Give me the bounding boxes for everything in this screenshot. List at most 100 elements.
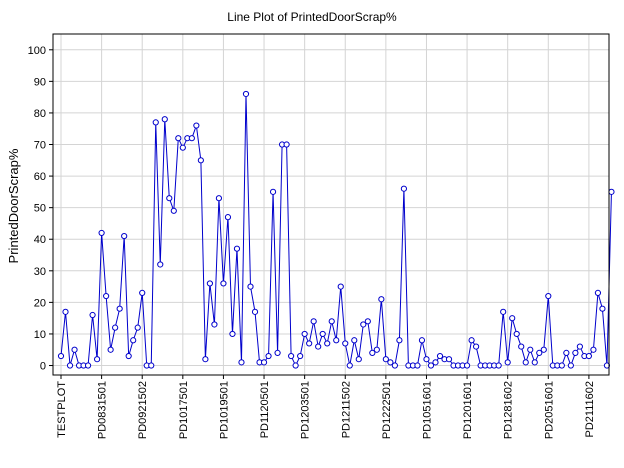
data-point (238, 359, 245, 366)
data-point (229, 330, 236, 338)
x-tick-label: PD1201601 (462, 381, 474, 439)
data-point (62, 308, 69, 315)
data-point (545, 292, 552, 300)
data-point (463, 362, 471, 369)
data-point (518, 343, 525, 350)
data-point (400, 185, 408, 192)
data-point (166, 195, 173, 202)
y-tick-label: 70 (34, 140, 46, 152)
data-point (603, 362, 611, 369)
data-point (513, 330, 520, 338)
data-point (540, 346, 547, 353)
data-point (116, 305, 123, 312)
data-point (576, 343, 583, 350)
data-point (242, 90, 250, 98)
data-point (396, 337, 403, 344)
series-line (60, 93, 612, 368)
data-point (342, 340, 349, 347)
data-point (283, 141, 290, 148)
x-tick-label: PD0921502 (137, 381, 149, 439)
data-point (152, 119, 159, 126)
data-point (599, 305, 606, 312)
data-point (288, 352, 295, 360)
data-point (423, 356, 430, 363)
data-point (427, 362, 435, 369)
y-tick-label: 30 (34, 266, 46, 278)
y-tick-label: 20 (34, 297, 46, 309)
y-tick-label: 10 (34, 329, 46, 341)
data-point (364, 318, 371, 325)
data-point (324, 340, 331, 347)
data-point (360, 321, 367, 328)
x-tick-label: PD1211502 (340, 381, 352, 438)
data-point (378, 296, 385, 303)
data-point (175, 135, 182, 142)
data-point (590, 346, 597, 353)
data-point (157, 261, 164, 268)
data-point (197, 157, 204, 164)
data-point (57, 352, 65, 360)
data-point (445, 356, 453, 363)
data-point (130, 337, 137, 344)
y-axis-label: PrintedDoorScrap% (6, 148, 21, 263)
data-point (432, 359, 439, 366)
x-tick-label: PD1017501 (178, 381, 190, 439)
data-point (572, 349, 579, 356)
data-point (206, 280, 213, 287)
data-point (509, 315, 516, 322)
data-point (292, 362, 299, 369)
data-point (337, 283, 344, 290)
x-tick-label: PD0831501 (97, 381, 109, 439)
data-point (71, 346, 78, 353)
y-tick-label: 40 (34, 234, 46, 246)
x-tick-label: PD1281602 (503, 381, 515, 439)
data-point (306, 340, 313, 347)
data-point (215, 195, 223, 202)
y-tick-label: 60 (34, 171, 46, 183)
data-point (504, 359, 511, 366)
grid (53, 34, 609, 375)
data-point (414, 362, 421, 369)
data-point (567, 362, 574, 369)
data-point (391, 362, 398, 369)
data-point (112, 324, 119, 331)
y-tick-label: 100 (28, 45, 46, 57)
x-tick-label: PD1203501 (300, 381, 312, 439)
data-point (224, 214, 232, 221)
data-point (297, 352, 304, 360)
data-point (202, 356, 209, 363)
x-axis-ticks: TESTPLOT PD0831501 PD0921502 PD1017501 PD101… (56, 375, 596, 439)
plot-frame (52, 33, 610, 376)
data-point (121, 232, 128, 240)
data-point (233, 245, 241, 252)
data-point (319, 330, 326, 338)
x-tick-label: TESTPLOT (56, 381, 68, 438)
data-point (161, 116, 168, 123)
data-point (536, 349, 543, 356)
data-point (193, 122, 200, 129)
data-point (134, 324, 141, 331)
data-point (351, 337, 358, 344)
data-point (103, 292, 110, 300)
data-point (527, 346, 534, 353)
x-tick-label: PD2051601 (543, 381, 555, 439)
data-point (418, 337, 426, 344)
x-tick-label: PD1051601 (421, 381, 433, 439)
data-point (315, 343, 322, 350)
data-point (211, 321, 218, 328)
chart-title: Line Plot of PrintedDoorScrap% (227, 10, 397, 24)
data-point (585, 352, 593, 360)
data-point (522, 359, 529, 366)
data-point (107, 346, 114, 353)
data-point (355, 356, 362, 363)
data-point (328, 318, 335, 325)
data-point (473, 343, 480, 350)
data-point (125, 352, 132, 360)
data-point (179, 144, 186, 151)
data-point (346, 362, 353, 369)
data-point (269, 188, 277, 195)
y-tick-label: 50 (34, 203, 46, 215)
data-point (468, 337, 475, 344)
x-tick-label: PD1120501 (259, 381, 271, 438)
